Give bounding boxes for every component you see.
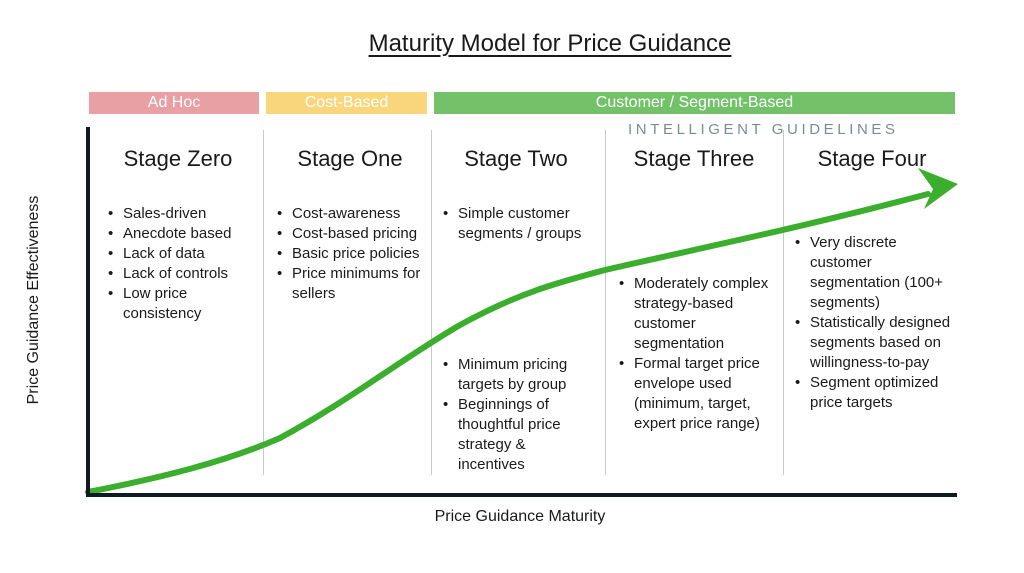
- stage-four-title: Stage Four: [817, 146, 927, 171]
- stage-four-bullets: Very discrete customer segmentation (100…: [795, 233, 961, 413]
- stage-zero-bullets: Sales-driven Anecdote based Lack of data…: [108, 204, 258, 324]
- band-ad-hoc: Ad Hoc: [89, 92, 259, 114]
- stage-two-bullets-top: Simple customer segments / groups: [443, 204, 593, 244]
- stage-divider: [783, 130, 784, 475]
- stage-three-bullets: Moderately complex strategy-based custom…: [619, 274, 779, 434]
- list-item: Beginnings of thoughtful price strategy …: [443, 395, 593, 475]
- list-item: Very discrete customer segmentation (100…: [795, 233, 961, 313]
- stage-three-title: Stage Three: [633, 146, 755, 171]
- stage-two-bullets-bottom: Minimum pricing targets by group Beginni…: [443, 355, 593, 475]
- list-item: Segment optimized price targets: [795, 373, 961, 413]
- list-item: Minimum pricing targets by group: [443, 355, 593, 395]
- arrowhead-icon: [918, 168, 958, 209]
- y-axis-label: Price Guidance Effectiveness: [25, 195, 42, 405]
- stage-one-bullets: Cost-awareness Cost-based pricing Basic …: [277, 204, 427, 304]
- stage-one-title: Stage One: [297, 146, 403, 171]
- band-customer-segment-based: Customer / Segment-Based: [434, 92, 955, 114]
- list-item: Statistically designed segments based on…: [795, 313, 961, 373]
- growth-curve: [85, 191, 931, 495]
- list-item: Simple customer segments / groups: [443, 204, 593, 244]
- list-item: Anecdote based: [108, 224, 258, 244]
- stage-zero-title: Stage Zero: [123, 146, 233, 171]
- list-item: Formal target price envelope used (minim…: [619, 354, 779, 434]
- band-cost-based: Cost-Based: [266, 92, 427, 114]
- stage-divider: [263, 130, 264, 475]
- list-item: Sales-driven: [108, 204, 258, 224]
- intelligent-guidelines-label: INTELLIGENT GUIDELINES: [628, 121, 899, 138]
- stage-two-title: Stage Two: [464, 146, 568, 171]
- diagram-title: Maturity Model for Price Guidance: [368, 30, 732, 57]
- list-item: Lack of data: [108, 244, 258, 264]
- list-item: Moderately complex strategy-based custom…: [619, 274, 779, 354]
- list-item: Price minimums for sellers: [277, 264, 427, 304]
- x-axis-label: Price Guidance Maturity: [434, 508, 606, 525]
- stage-divider: [431, 130, 432, 475]
- list-item: Cost-based pricing: [277, 224, 427, 244]
- list-item: Cost-awareness: [277, 204, 427, 224]
- stage-divider: [605, 130, 606, 475]
- list-item: Lack of controls: [108, 264, 258, 284]
- list-item: Low price consistency: [108, 284, 258, 324]
- list-item: Basic price policies: [277, 244, 427, 264]
